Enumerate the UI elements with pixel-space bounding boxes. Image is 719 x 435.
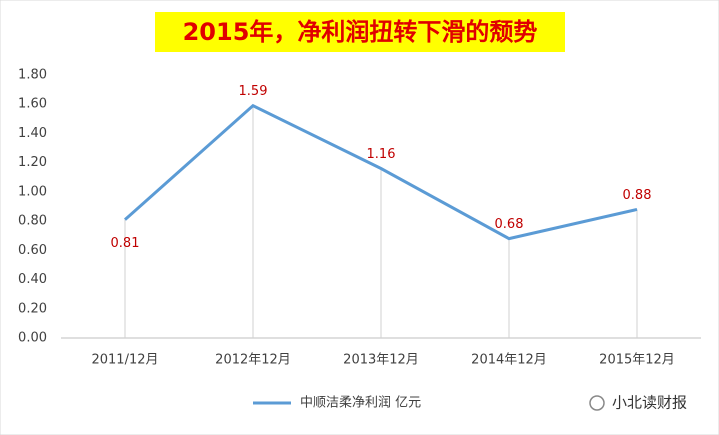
y-tick-label: 1.60 bbox=[18, 97, 47, 112]
legend-label: 中顺洁柔净利润 亿元 bbox=[300, 396, 421, 411]
data-label: 0.88 bbox=[623, 188, 652, 203]
x-tick-label: 2014年12月 bbox=[471, 353, 547, 368]
x-tick-label: 2013年12月 bbox=[343, 353, 419, 368]
data-label: 0.68 bbox=[495, 217, 524, 232]
y-tick-label: 1.00 bbox=[18, 184, 47, 199]
y-tick-label: 0.00 bbox=[18, 331, 47, 346]
y-tick-label: 0.60 bbox=[18, 243, 47, 258]
x-tick-label: 2015年12月 bbox=[599, 353, 675, 368]
data-label: 0.81 bbox=[111, 236, 140, 251]
data-label: 1.16 bbox=[367, 147, 396, 162]
title-background bbox=[155, 12, 565, 52]
y-tick-label: 1.20 bbox=[18, 155, 47, 170]
chart-title: 2015年，净利润扭转下滑的颓势 bbox=[183, 18, 538, 46]
data-label: 1.59 bbox=[239, 84, 268, 99]
series-line bbox=[124, 103, 638, 241]
y-tick-label: 1.80 bbox=[18, 68, 47, 83]
y-tick-label: 0.40 bbox=[18, 272, 47, 287]
x-tick-label: 2012年12月 bbox=[215, 353, 291, 368]
watermark-icon bbox=[589, 395, 605, 411]
x-tick-label: 2011/12月 bbox=[91, 353, 158, 368]
y-tick-label: 0.80 bbox=[18, 214, 47, 229]
y-tick-label: 1.40 bbox=[18, 126, 47, 141]
watermark: 小北读财报 bbox=[612, 394, 687, 412]
y-tick-label: 0.20 bbox=[18, 301, 47, 316]
